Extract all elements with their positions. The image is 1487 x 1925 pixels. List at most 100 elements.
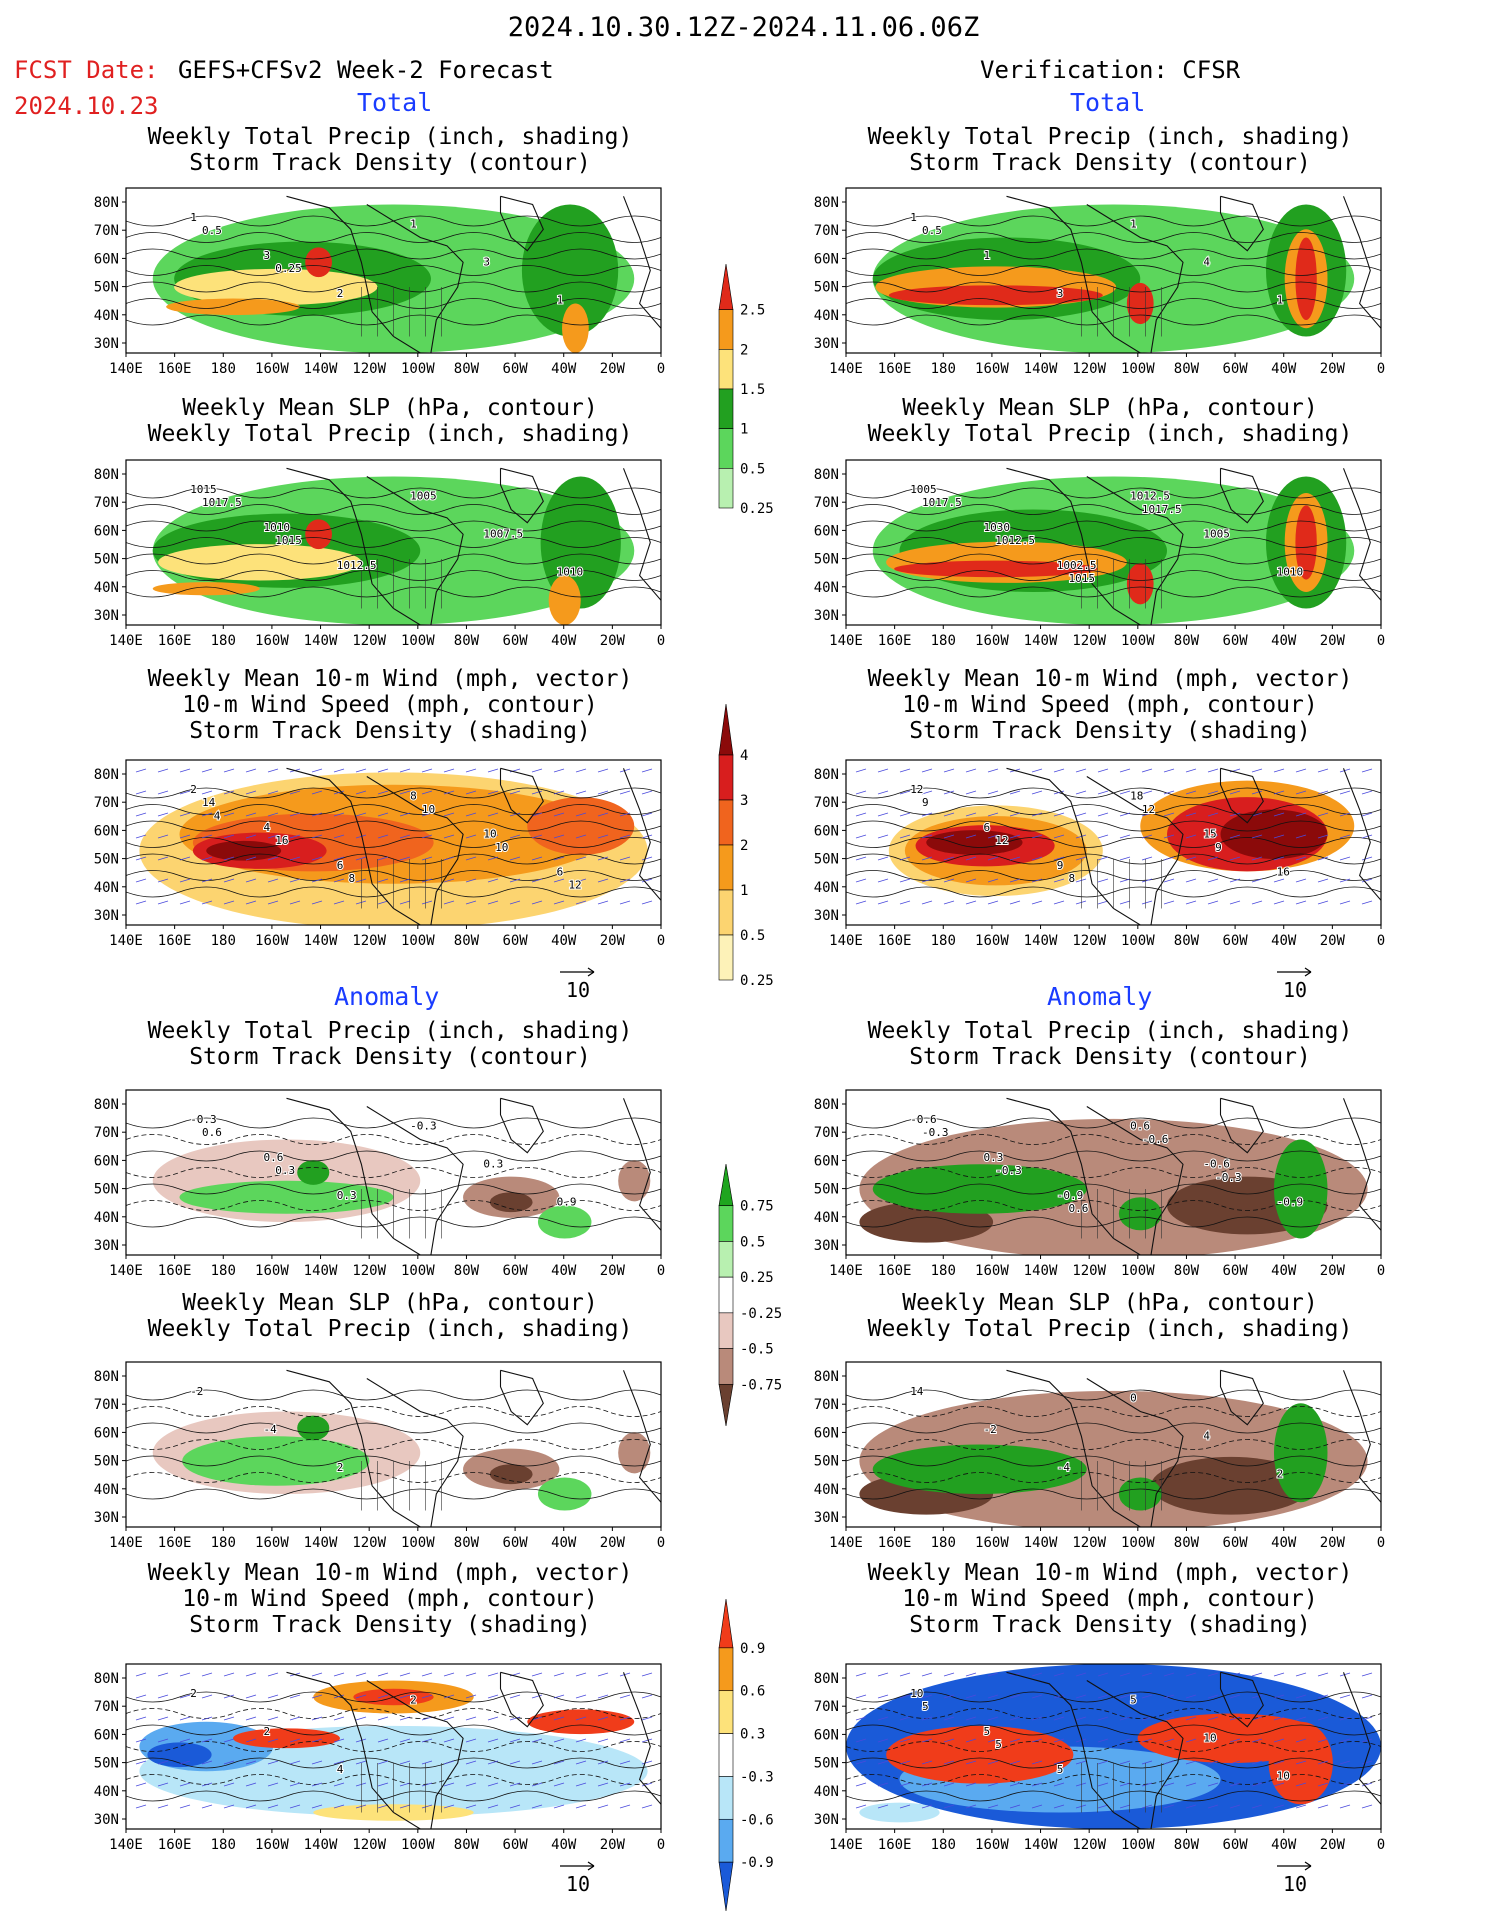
wind-vector — [223, 1804, 235, 1809]
wind-vector — [1185, 768, 1197, 773]
colorbar-precip_anom: 0.75 0.5 0.25 -0.25 -0.5 -0.75 — [718, 1163, 782, 1427]
lon-tick-label: 180 — [211, 1837, 236, 1853]
wind-vector — [311, 1804, 323, 1809]
wind-vector — [1053, 1738, 1065, 1743]
wind-vector — [877, 1782, 889, 1787]
colorbar-segment — [718, 1598, 734, 1649]
wind-vector — [311, 1760, 323, 1765]
wind-vector — [553, 900, 565, 905]
contour-label: 12 — [995, 834, 1008, 847]
wind-vector — [1361, 1716, 1373, 1721]
contour-label: 0.5 — [202, 224, 222, 237]
wind-vector — [531, 1672, 543, 1677]
colorbar-segment — [718, 1861, 734, 1912]
lon-tick-label: 60W — [502, 1535, 528, 1551]
lon-tick-label: 120W — [352, 1837, 386, 1853]
wind-vector — [1141, 1760, 1153, 1765]
wind-vector — [377, 1738, 389, 1743]
wind-vector — [1053, 812, 1065, 817]
contour-label: 2 — [337, 287, 344, 300]
wind-vector — [421, 1760, 433, 1765]
wind-vector — [1361, 790, 1373, 795]
wind-vector — [1009, 812, 1021, 817]
wind-vector — [1163, 1760, 1175, 1765]
wind-vector — [1229, 1694, 1241, 1699]
vector-ref-R-anom: 10 — [1283, 1872, 1308, 1896]
lon-tick-label: 0 — [657, 933, 665, 949]
wind-vector — [421, 1672, 433, 1677]
lon-tick-label: 160E — [878, 933, 912, 949]
wind-vector — [641, 1672, 653, 1677]
wind-vector — [1317, 834, 1329, 839]
wind-vector — [1207, 900, 1219, 905]
wind-vector — [179, 856, 191, 861]
wind-vector — [1141, 1694, 1153, 1699]
coastline-europe — [622, 468, 661, 601]
wind-vector — [1317, 768, 1329, 773]
wind-vector — [943, 812, 955, 817]
wind-vector — [899, 1804, 911, 1809]
contour-label: 0.3 — [275, 1164, 295, 1177]
wind-vector — [157, 790, 169, 795]
contour-label: 1005 — [410, 490, 437, 503]
lat-tick-label: 50N — [814, 280, 839, 296]
contour-line — [846, 804, 1381, 815]
wind-vector — [245, 1760, 257, 1765]
lon-tick-label: 60W — [502, 1263, 528, 1279]
map-L-slp-anom: -2 -4 2 80N 70N 60N 50N 40N 30N 140E 160E 180 160W 14… — [94, 1361, 665, 1551]
wind-vector — [135, 878, 147, 883]
coastline-west — [286, 467, 421, 625]
lon-tick-label: 40W — [1271, 361, 1297, 377]
colorbar-segment — [718, 799, 734, 846]
wind-vector — [641, 1804, 653, 1809]
wind-vector — [1009, 1760, 1021, 1765]
wind-vector — [223, 834, 235, 839]
wind-vector — [641, 1738, 653, 1743]
coastline-west — [1006, 467, 1141, 625]
wind-vector — [311, 1672, 323, 1677]
lat-tick-label: 30N — [94, 1238, 119, 1254]
shading-region — [1295, 505, 1317, 580]
contour-label: -0.9 — [1277, 1196, 1304, 1209]
contour-label: 0.3 — [483, 1158, 503, 1171]
wind-vector — [135, 768, 147, 773]
wind-vector — [179, 1716, 191, 1721]
contour-label: 1012.5 — [337, 559, 377, 572]
contour-line — [846, 1406, 1381, 1417]
wind-vector — [245, 1672, 257, 1677]
wind-vector — [899, 834, 911, 839]
wind-vector — [597, 1694, 609, 1699]
wind-vector — [355, 1694, 367, 1699]
contour-label: 6 — [557, 866, 564, 879]
wind-vector — [377, 900, 389, 905]
lat-tick-label: 30N — [94, 908, 119, 924]
lat-tick-label: 80N — [94, 467, 119, 483]
wind-vector — [157, 1760, 169, 1765]
wind-vector — [1075, 1738, 1087, 1743]
lon-tick-label: 100W — [1121, 1263, 1155, 1279]
contour-line — [846, 248, 1381, 260]
coastline-greenland — [499, 195, 544, 252]
wind-vector — [179, 768, 191, 773]
colorbar-label: 2 — [740, 838, 748, 854]
wind-vector — [333, 1760, 345, 1765]
coastline-greenland — [499, 1671, 544, 1728]
colorbar-label: 1 — [740, 883, 748, 899]
wind-vector — [179, 790, 191, 795]
wind-vector — [943, 1804, 955, 1809]
contour-label: 9 — [1215, 841, 1222, 854]
wind-vector — [1207, 1716, 1219, 1721]
wind-vector — [399, 790, 411, 795]
contour-label: 1012.5 — [995, 534, 1035, 547]
wind-vector — [399, 1804, 411, 1809]
contour-line — [126, 1439, 661, 1450]
wind-vector — [1295, 1804, 1307, 1809]
lat-tick-label: 80N — [94, 1369, 119, 1385]
wind-vector — [223, 1672, 235, 1677]
wind-vector — [1119, 878, 1131, 883]
contour-label: 0 — [1130, 1392, 1137, 1405]
wind-vector — [289, 856, 301, 861]
colorbar-segment — [718, 1647, 734, 1692]
wind-vector — [1141, 878, 1153, 883]
map-frame — [125, 1089, 662, 1256]
